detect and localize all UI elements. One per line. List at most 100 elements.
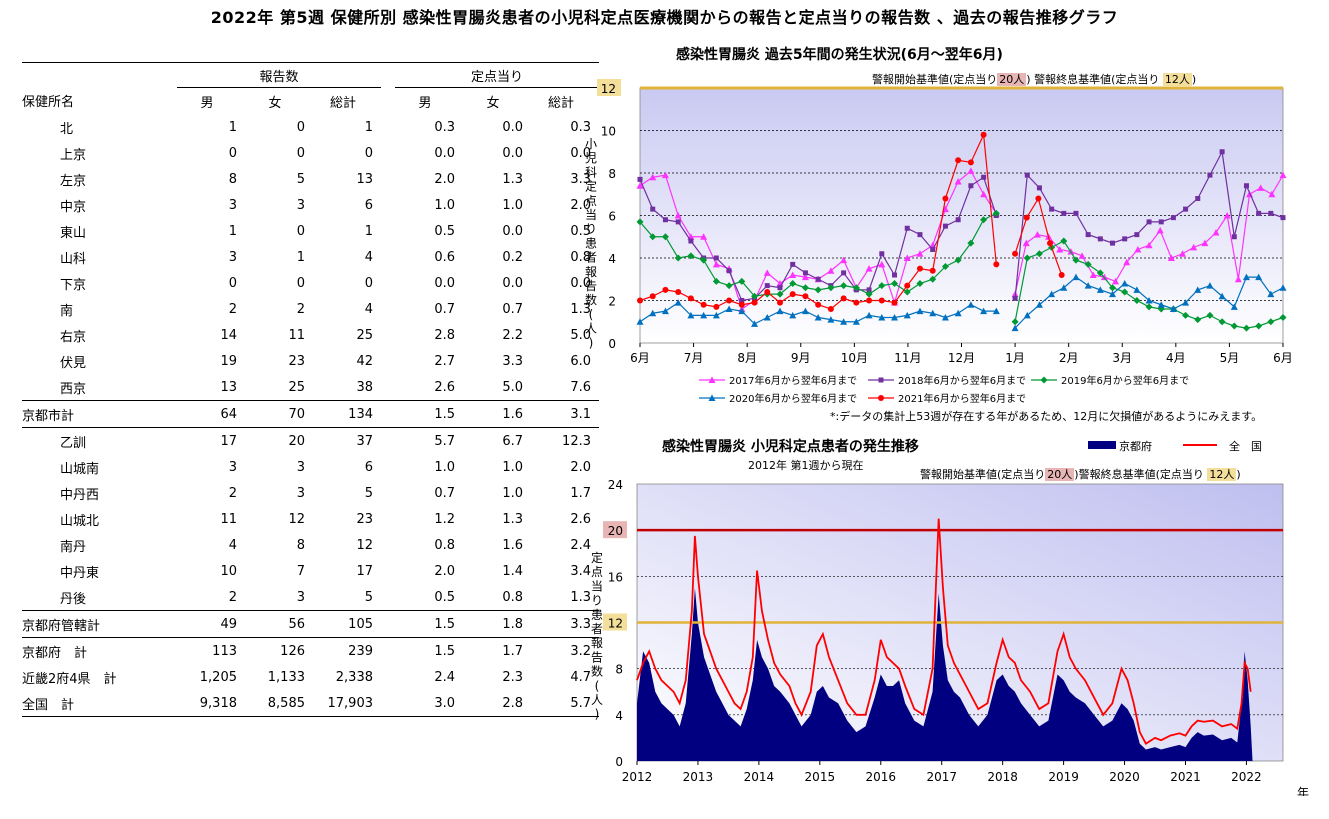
cell-value: 0	[364, 275, 373, 291]
x-tick-label: 2014	[744, 770, 775, 784]
table-row: 東山 1 0 1 0.5 0.0 0.5	[22, 218, 599, 244]
cell-value: 0	[228, 145, 237, 161]
data-point	[1206, 282, 1214, 289]
page-title: 2022年 第5週 保健所別 感染性胃腸炎患者の小児科定点医療機関からの報告と定…	[210, 8, 1119, 27]
data-point	[675, 289, 682, 295]
data-point	[751, 292, 759, 300]
row-name: 上京	[60, 147, 87, 163]
cell-value: 5.0	[502, 379, 523, 395]
data-point	[930, 247, 936, 252]
data-point	[878, 282, 886, 290]
data-point	[801, 273, 809, 281]
data-point	[662, 217, 668, 223]
data-point	[1023, 254, 1031, 262]
cell-value: 3	[296, 197, 305, 213]
cell-value: 2,338	[335, 669, 373, 685]
data-point	[789, 291, 796, 298]
cell-value: 1.3	[570, 589, 591, 605]
data-point	[878, 395, 884, 401]
data-point	[1169, 305, 1177, 312]
y-axis-label-char: (	[589, 307, 594, 321]
cell-value: 23	[356, 511, 373, 527]
chart1-svg: 0 2 4 6 8 10 12 6月 7月 8月 9月 10月 11月 12月 1月 2月 3月 4月 5月 6月 小児…	[585, 79, 1293, 405]
x-tick-label: 4月	[1166, 351, 1186, 365]
cell-value: 1.6	[502, 537, 523, 553]
y-axis-label-char: (	[595, 679, 600, 693]
row-name: 京都府 計	[22, 637, 177, 664]
data-point	[853, 299, 860, 306]
x-tick-label: 2016	[866, 770, 897, 784]
data-point	[739, 298, 745, 303]
data-point	[993, 261, 1000, 268]
data-point	[865, 290, 873, 298]
row-name: 近畿2府4県 計	[22, 671, 117, 687]
data-point	[802, 293, 809, 300]
data-point	[967, 159, 974, 166]
data-point	[954, 178, 962, 185]
data-point	[1279, 284, 1287, 291]
data-point	[1035, 250, 1043, 258]
data-point	[726, 297, 733, 304]
cell-value: 4.7	[570, 669, 591, 685]
y-tick-label: 0	[608, 337, 616, 351]
cell-value: 6	[364, 197, 373, 213]
data-point	[992, 307, 1000, 315]
row-name: 伏見	[60, 355, 87, 371]
data-point	[1084, 260, 1092, 268]
data-point	[1212, 229, 1220, 236]
data-point	[891, 299, 898, 306]
x-tick-label: 2012	[622, 770, 653, 784]
data-point	[637, 297, 643, 304]
cell-value: 1.5	[395, 637, 463, 664]
data-point	[1243, 183, 1249, 189]
cell-value: 3.3	[570, 171, 591, 187]
cell-value: 0.7	[434, 301, 455, 317]
y-axis-label-char: 数	[585, 292, 597, 307]
table-row: 山城南 3 3 6 1.0 1.0 2.0	[22, 454, 599, 480]
header-blank	[22, 62, 177, 88]
cell-value: 0.6	[434, 249, 455, 265]
threshold-note-a: 警報開始基準値(定点当り	[920, 468, 1046, 481]
data-point	[1194, 286, 1202, 293]
cell-value: 134	[313, 400, 381, 428]
cell-value: 5.7	[531, 690, 599, 717]
cell-value: 1.0	[502, 459, 523, 475]
cell-value: 19	[220, 353, 237, 369]
cell-value: 5.7	[395, 427, 463, 454]
data-point	[967, 167, 975, 174]
cell-value: 14	[220, 327, 237, 343]
cell-value: 3	[296, 589, 305, 605]
data-point	[649, 233, 657, 241]
data-point	[1121, 280, 1129, 287]
legend-label: 2020年6月から翌年6月まで	[729, 392, 857, 405]
data-point	[1047, 240, 1054, 247]
cell-value: 2.3	[502, 669, 523, 685]
table-row: 伏見 19 23 42 2.7 3.3 6.0	[22, 348, 599, 374]
data-point	[1109, 284, 1117, 292]
cell-value: 3	[228, 249, 237, 265]
row-name: 山科	[60, 251, 87, 267]
data-point	[1145, 303, 1153, 311]
legend-label: 2017年6月から翌年6月まで	[729, 374, 857, 387]
data-point	[916, 265, 923, 272]
data-point	[1040, 376, 1048, 384]
row-name: 丹後	[60, 591, 87, 607]
cell-value: 1	[364, 119, 373, 135]
data-point	[1145, 297, 1153, 304]
cell-value: 0.3	[570, 119, 591, 135]
data-point	[1183, 206, 1189, 212]
cell-value: 1.0	[502, 485, 523, 501]
y-axis-label-char: 人	[591, 693, 603, 707]
table-row: 北 1 0 1 0.3 0.0 0.3	[22, 114, 599, 140]
data-point	[708, 376, 716, 383]
row-name: 乙訓	[22, 427, 177, 454]
legend-label: 全 国	[1229, 439, 1262, 453]
cell-value: 7	[296, 563, 305, 579]
data-point	[1218, 292, 1226, 300]
data-point	[929, 267, 936, 274]
data-point	[866, 287, 872, 293]
cell-value: 17	[177, 427, 245, 454]
data-point	[1145, 241, 1153, 249]
y-tick-label: 0	[615, 755, 623, 769]
data-point	[827, 306, 834, 312]
